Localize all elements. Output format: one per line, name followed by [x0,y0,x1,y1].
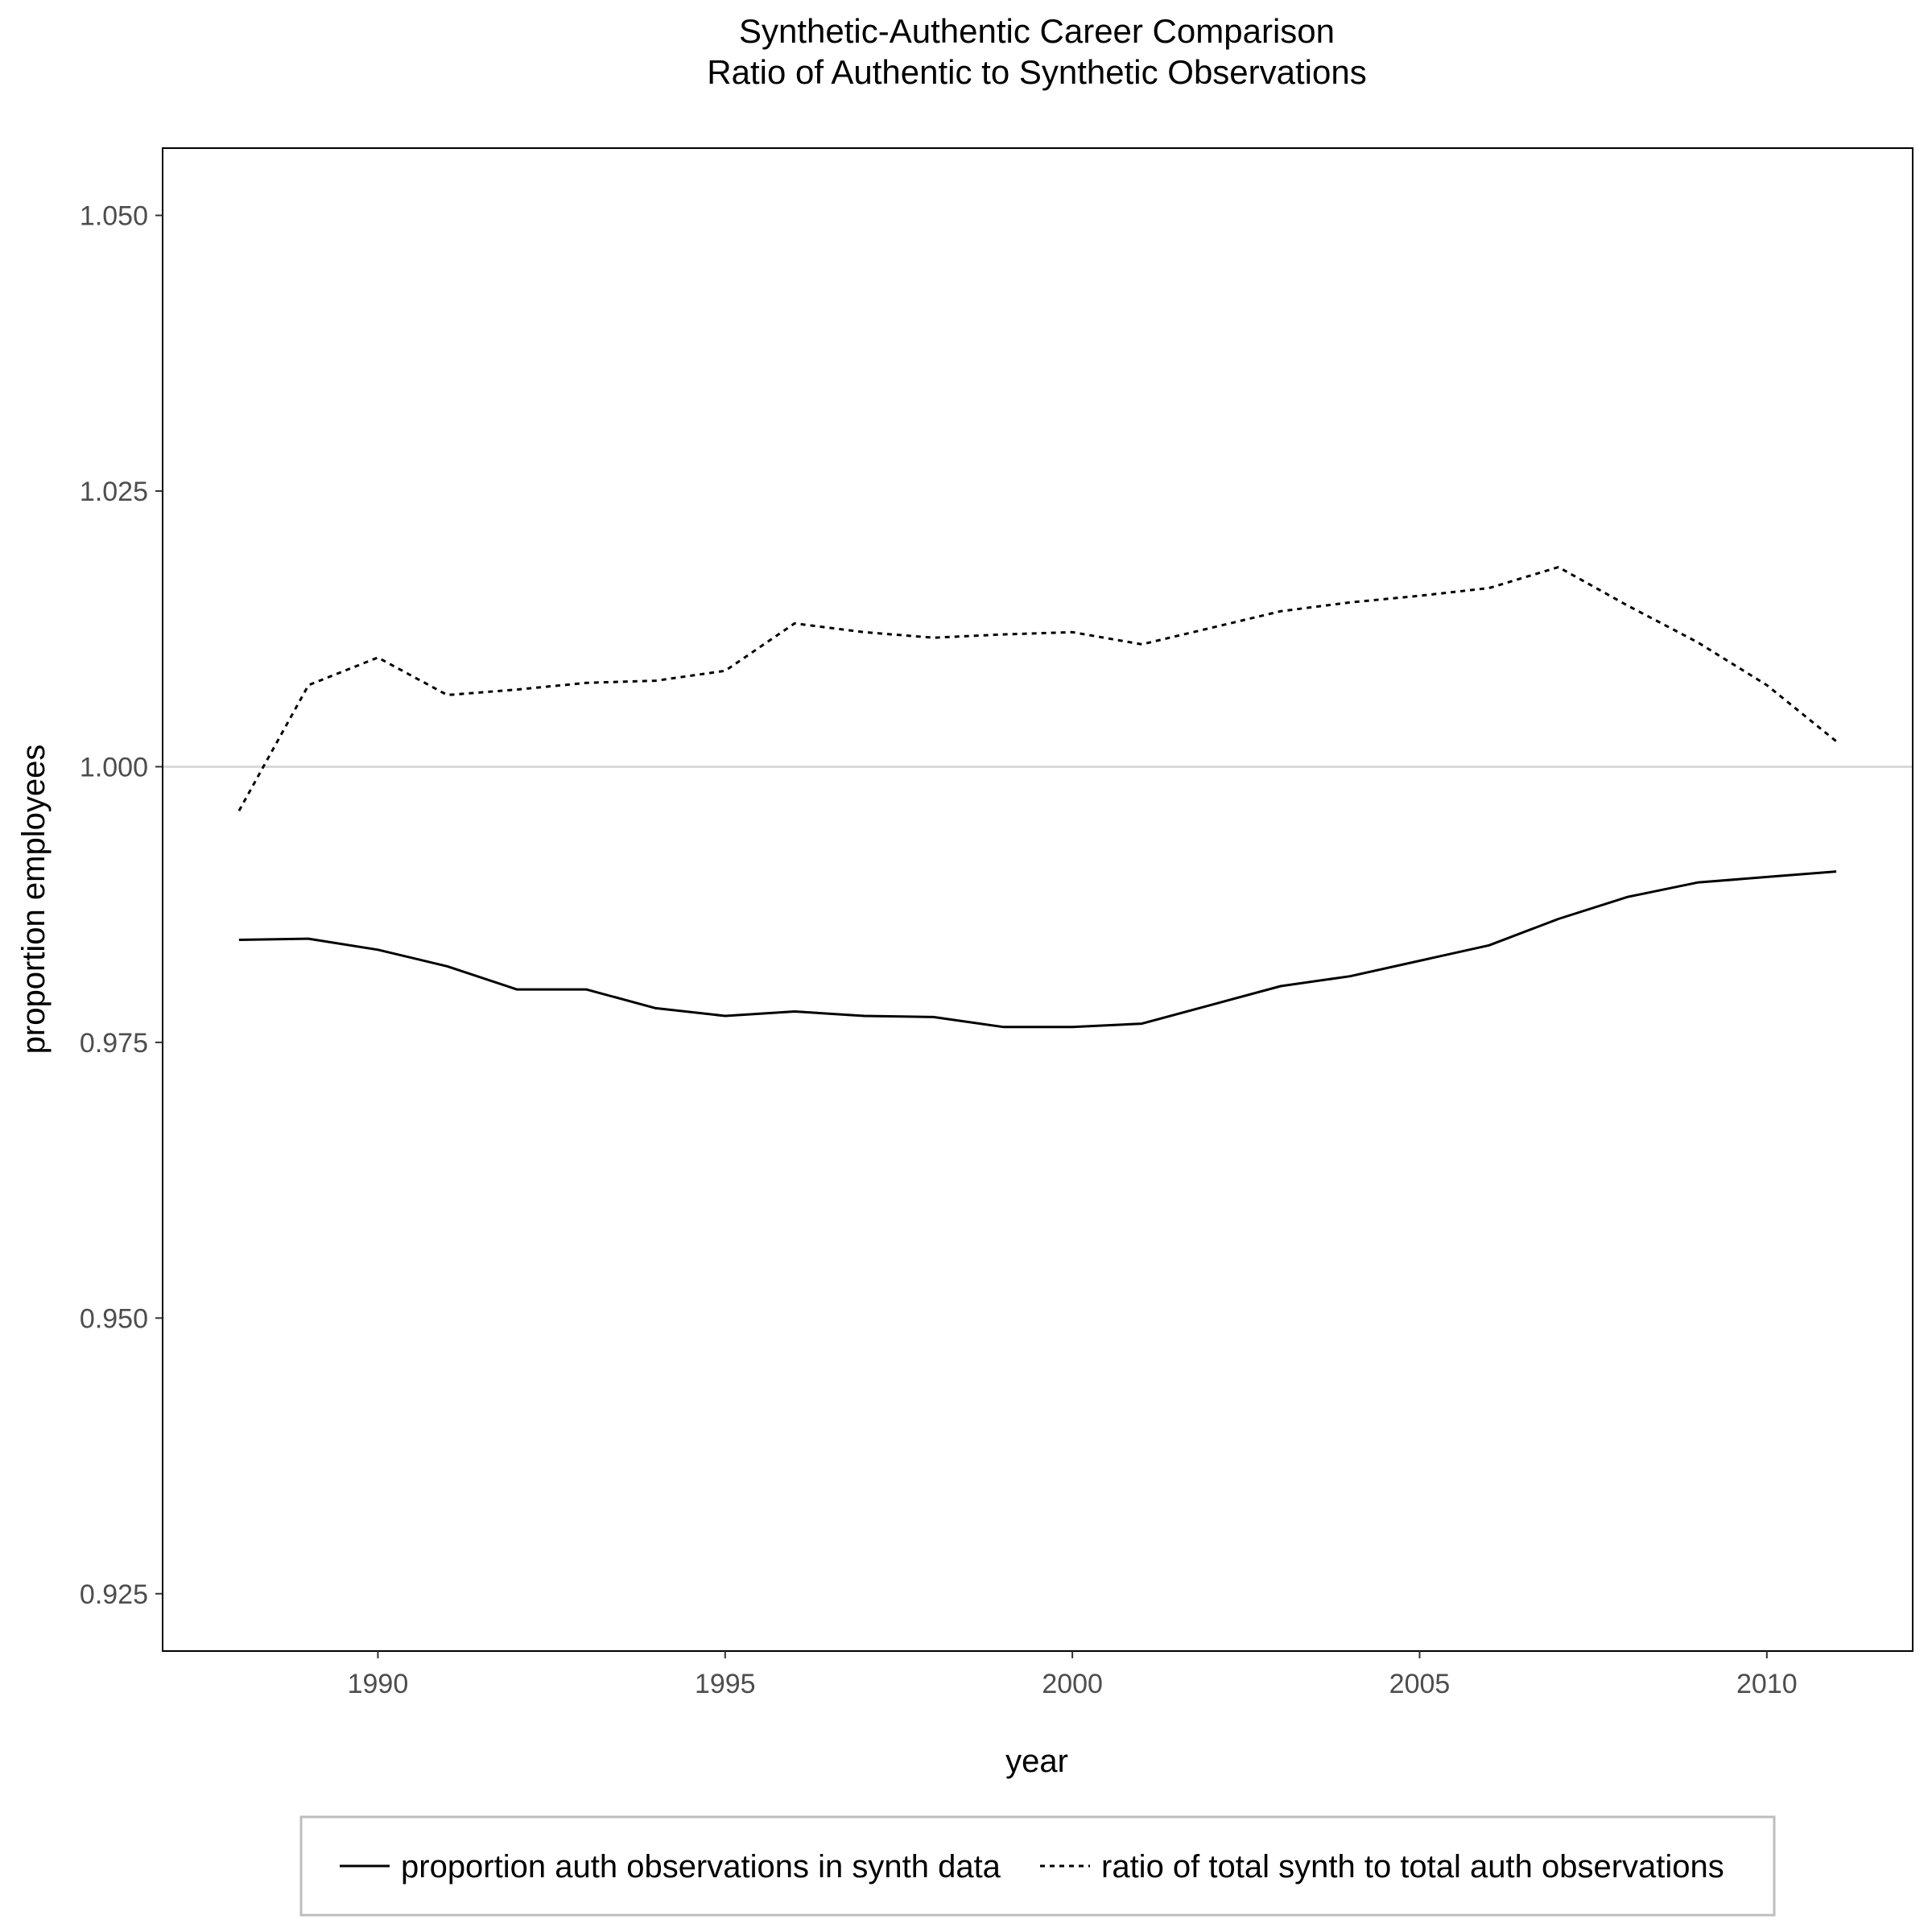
legend: proportion auth observations in synth da… [299,1815,1776,1917]
chart-subtitle: Ratio of Authentic to Synthetic Observat… [707,53,1366,91]
y-tick-label: 1.050 [80,201,148,232]
chart-title: Synthetic-Authentic Career Comparison [739,12,1335,50]
y-tick-label: 0.975 [80,1028,148,1059]
y-tick-label: 1.000 [80,752,148,782]
plot-panel [162,147,1913,1652]
x-tick-label: 1995 [695,1669,756,1699]
legend-label-dotted: ratio of total synth to total auth obser… [1101,1849,1724,1885]
x-axis: 1990 1995 2000 2005 2010 [348,1651,1798,1699]
y-axis: 0.925 0.950 0.975 1.000 1.025 1.050 [80,201,163,1610]
x-tick-label: 2000 [1042,1669,1103,1699]
y-tick-label: 0.950 [80,1303,148,1334]
y-axis-title: proportion employees [16,745,52,1055]
legend-label-solid: proportion auth observations in synth da… [401,1849,1001,1885]
series-line-ratio-total [237,566,1838,811]
series-layer [237,566,1838,1029]
y-tick-label: 1.025 [80,477,148,507]
x-tick-label: 1990 [348,1669,409,1699]
legend-box [299,1815,1776,1917]
x-tick-label: 2010 [1736,1669,1798,1699]
x-tick-label: 2005 [1389,1669,1451,1699]
series-line-proportion-auth [238,870,1837,1029]
y-tick-label: 0.925 [80,1579,148,1610]
x-axis-title: year [1005,1744,1068,1779]
